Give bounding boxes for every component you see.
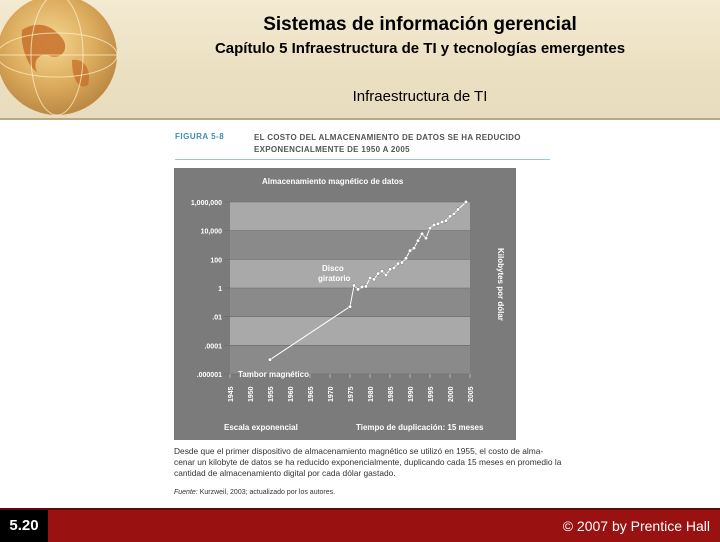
y-tick-label: .0001	[204, 343, 222, 350]
header-divider	[0, 118, 720, 120]
data-point	[427, 226, 432, 231]
x-tick-label: 1945	[228, 386, 235, 402]
x-tick-label: 2000	[448, 386, 455, 402]
data-point	[419, 231, 424, 236]
storage-cost-chart: 1,000,000 10,000 100 1 .01 .0001 .000001 1945 1…	[174, 168, 516, 440]
x-tick-label: 1950	[248, 386, 255, 402]
data-point	[367, 275, 372, 280]
x-tick-label: 1965	[308, 386, 315, 402]
data-point	[452, 211, 457, 216]
caption-line-1: Desde que el primer dispositivo de almac…	[174, 446, 544, 456]
x-tick-label: 1975	[348, 386, 355, 402]
y-tick-label: .000001	[197, 372, 222, 379]
slide-header: Sistemas de información gerencial Capítu…	[0, 0, 720, 118]
x-tick-label: 1960	[288, 386, 295, 402]
data-point	[456, 207, 461, 212]
section-title: Infraestructura de TI	[352, 88, 488, 105]
data-point	[436, 221, 441, 226]
y-tick-label: .01	[212, 315, 222, 322]
x-tick-label: 1970	[328, 386, 335, 402]
source-text: Kurzweil, 2003; actualizado por los auto…	[197, 489, 336, 496]
chart-band	[230, 259, 470, 288]
data-point	[423, 236, 428, 241]
figure-title: EL COSTO DEL ALMACENAMIENTO DE DATOS SE …	[254, 132, 554, 156]
figure-label: FIGURA 5-8	[175, 132, 225, 141]
data-point	[395, 261, 400, 266]
x-label-doubling: Tiempo de duplicación: 15 meses	[356, 423, 484, 432]
figure-panel: FIGURA 5-8 EL COSTO DEL ALMACENAMIENTO D…	[168, 124, 568, 506]
data-point	[347, 304, 352, 309]
data-point	[403, 256, 408, 261]
data-point	[444, 218, 449, 223]
x-label-scale: Escala exponencial	[224, 423, 298, 432]
y-tick-label: 1	[218, 286, 222, 293]
data-point	[355, 287, 360, 292]
y-tick-label: 10,000	[201, 229, 223, 236]
chart-band	[230, 230, 470, 260]
copyright-text: © 2007 by Prentice Hall	[562, 518, 710, 534]
source-label: Fuente:	[174, 489, 198, 496]
x-tick-label: 1985	[388, 386, 395, 402]
x-tick-label: 2005	[468, 386, 475, 402]
figure-caption: Desde que el primer dispositivo de almac…	[174, 446, 569, 479]
data-point	[267, 357, 272, 362]
figure-source: Fuente: Kurzweil, 2003; actualizado por …	[174, 489, 335, 496]
chart-band	[230, 202, 470, 231]
chapter-subtitle: Capítulo 5 Infraestructura de TI y tecno…	[214, 40, 626, 57]
data-point	[351, 283, 356, 288]
figure-title-line-2: EXPONENCIALMENTE DE 1950 A 2005	[254, 145, 410, 154]
data-point	[391, 265, 396, 270]
slide-footer: 5.20 © 2007 by Prentice Hall	[0, 508, 720, 542]
data-point	[387, 267, 392, 272]
data-point	[411, 246, 416, 251]
data-point	[407, 248, 412, 253]
data-point	[440, 220, 445, 225]
y-tick-label: 100	[210, 257, 222, 264]
x-tick-label: 1990	[408, 386, 415, 402]
chart-title: Almacenamiento magnético de datos	[262, 177, 404, 186]
y-tick-label: 1,000,000	[191, 200, 222, 207]
data-point	[371, 277, 376, 282]
figure-rule	[175, 159, 550, 160]
caption-line-3: cantidad de almacenamiento digital por c…	[174, 468, 396, 478]
caption-line-2: cenar un kilobyte de datos se ha reducid…	[174, 457, 562, 467]
x-tick-label: 1995	[428, 386, 435, 402]
data-point	[359, 284, 364, 289]
x-tick-label: 1980	[368, 386, 375, 402]
data-point	[432, 222, 437, 227]
data-point	[464, 200, 469, 205]
figure-title-line-1: EL COSTO DEL ALMACENAMIENTO DE DATOS SE …	[254, 133, 521, 142]
data-point	[379, 269, 384, 274]
annotation-disk-line-2: giratorio	[318, 274, 351, 283]
data-point	[383, 273, 388, 278]
data-point	[375, 271, 380, 276]
data-point	[363, 284, 368, 289]
globe-icon	[0, 0, 118, 116]
chart-band	[230, 316, 470, 346]
annotation-disk-line-1: Disco	[322, 264, 344, 273]
x-tick-label: 1955	[268, 386, 275, 402]
data-point	[399, 260, 404, 265]
data-point	[415, 238, 420, 243]
slide-title: Sistemas de información gerencial	[263, 14, 577, 35]
data-point	[448, 214, 453, 219]
annotation-drum: Tambor magnético	[238, 370, 309, 379]
slide-number: 5.20	[0, 510, 48, 542]
chart-band	[230, 288, 470, 317]
y-axis-label: Kilobytes por dólar	[496, 248, 505, 321]
